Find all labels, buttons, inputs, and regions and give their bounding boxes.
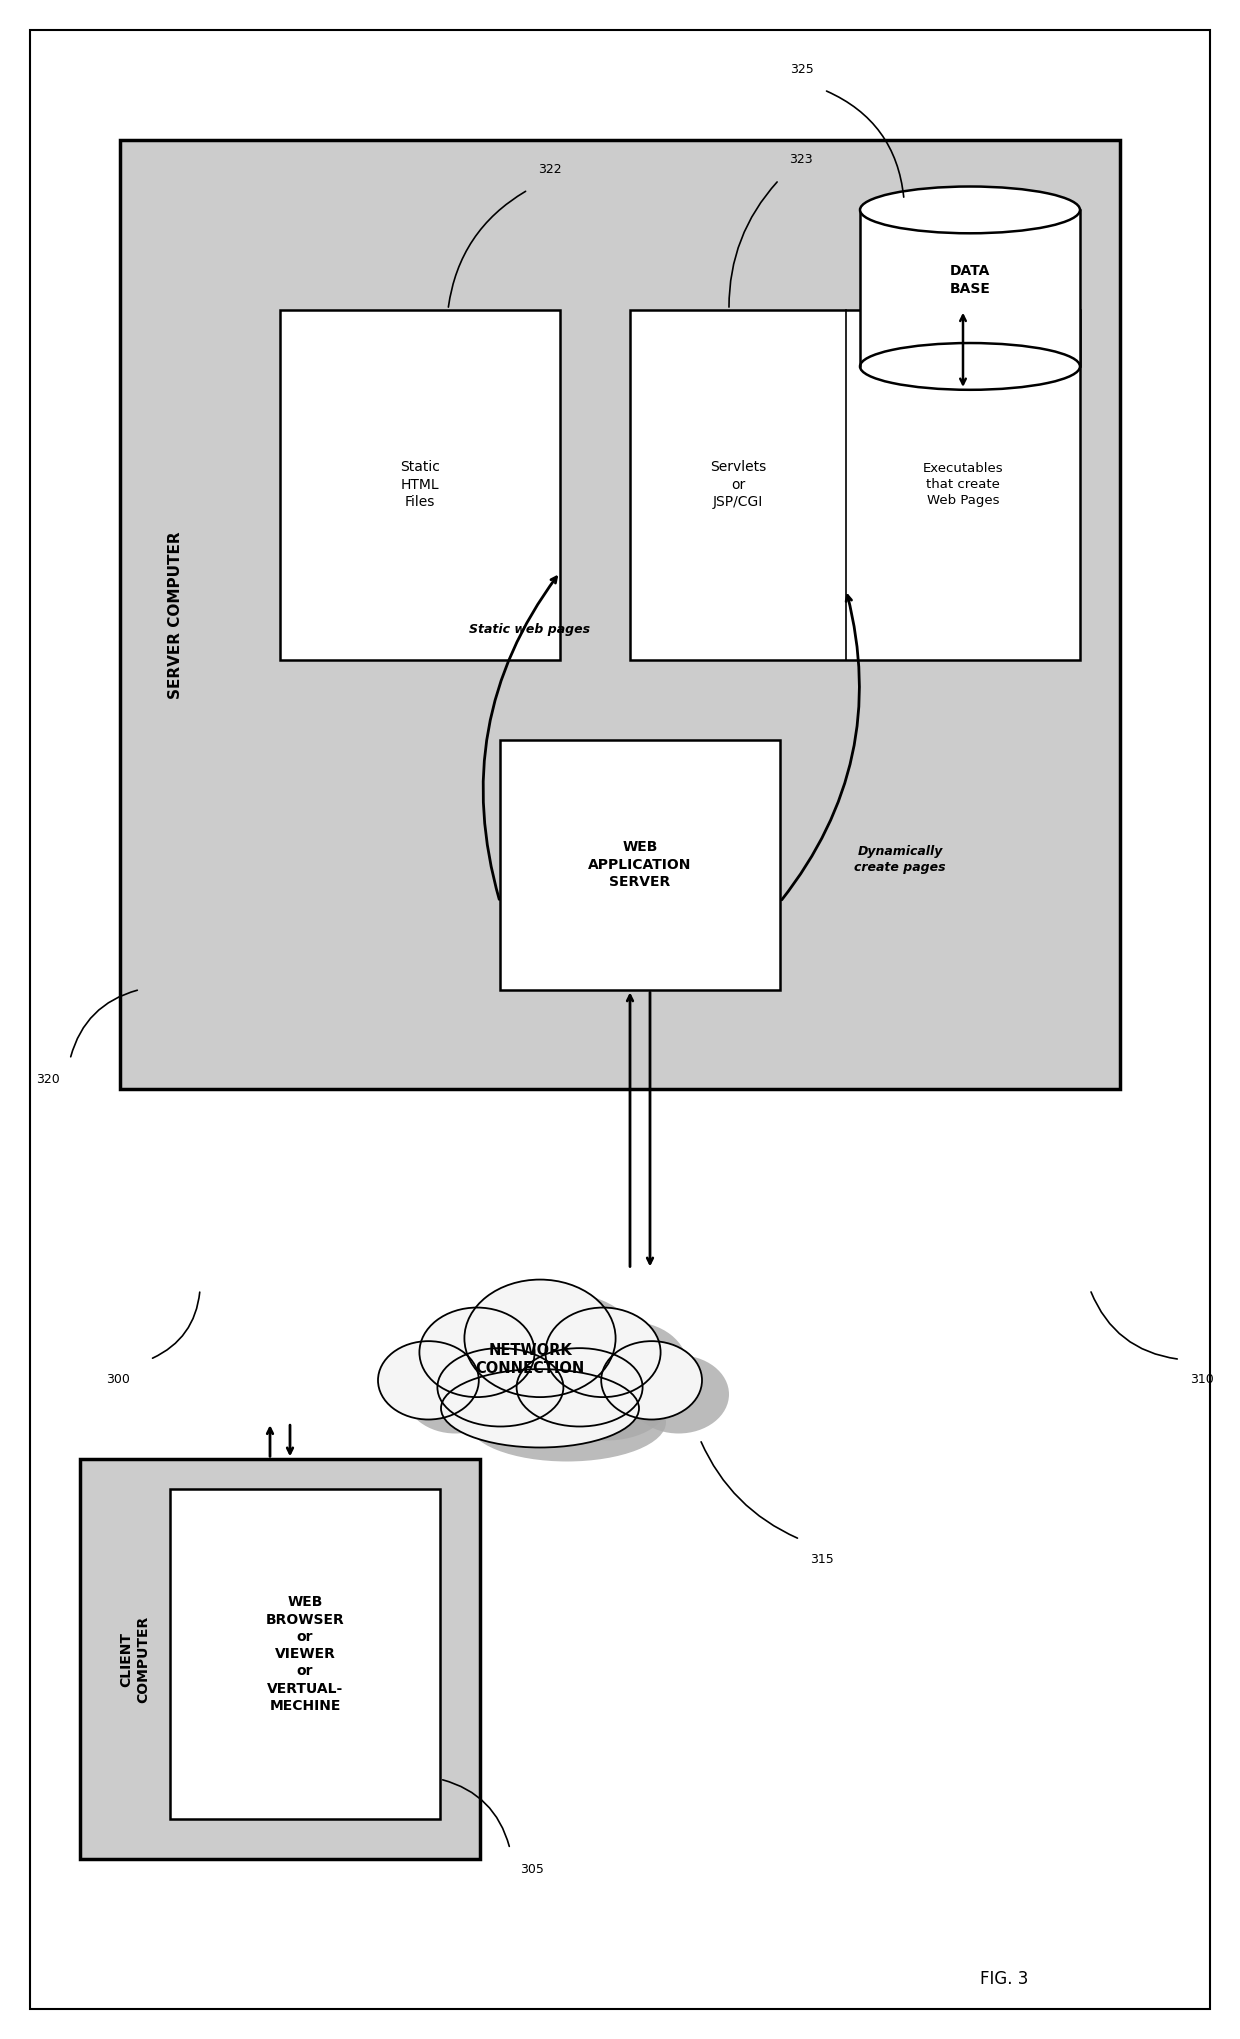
- Ellipse shape: [405, 1356, 506, 1433]
- Ellipse shape: [517, 1348, 642, 1427]
- Text: WEB
APPLICATION
SERVER: WEB APPLICATION SERVER: [588, 840, 692, 889]
- Ellipse shape: [601, 1342, 702, 1419]
- Text: 320: 320: [36, 1073, 60, 1087]
- Bar: [630, 310, 1080, 661]
- Text: 305: 305: [520, 1862, 544, 1876]
- Ellipse shape: [446, 1321, 562, 1411]
- Bar: [280, 310, 560, 661]
- Text: FIG. 3: FIG. 3: [980, 1970, 1028, 1988]
- Bar: [81, 1460, 480, 1860]
- Ellipse shape: [465, 1280, 615, 1397]
- Text: Dynamically
create pages: Dynamically create pages: [854, 844, 946, 875]
- Ellipse shape: [441, 1368, 639, 1448]
- Text: CLIENT
COMPUTER: CLIENT COMPUTER: [119, 1615, 150, 1703]
- Text: 310: 310: [1190, 1372, 1214, 1387]
- Text: 300: 300: [107, 1372, 130, 1387]
- Text: Executables
that create
Web Pages: Executables that create Web Pages: [923, 463, 1003, 508]
- Text: 322: 322: [538, 163, 562, 177]
- Bar: [500, 740, 780, 989]
- Text: WEB
BROWSER
or
VIEWER
or
VERTUAL-
MECHINE: WEB BROWSER or VIEWER or VERTUAL- MECHIN…: [265, 1594, 345, 1713]
- Text: 323: 323: [789, 153, 812, 167]
- Ellipse shape: [543, 1362, 670, 1440]
- Bar: [120, 141, 1120, 1089]
- Ellipse shape: [573, 1321, 688, 1411]
- Ellipse shape: [629, 1356, 729, 1433]
- Text: Servlets
or
JSP/CGI: Servlets or JSP/CGI: [709, 461, 766, 510]
- Text: 315: 315: [810, 1554, 833, 1566]
- Text: Static web pages: Static web pages: [470, 624, 590, 636]
- Ellipse shape: [546, 1307, 661, 1397]
- Ellipse shape: [491, 1293, 642, 1411]
- Text: 325: 325: [790, 63, 813, 77]
- Text: NETWORK
CONNECTION: NETWORK CONNECTION: [475, 1342, 584, 1376]
- Ellipse shape: [861, 343, 1080, 389]
- Ellipse shape: [438, 1348, 563, 1427]
- Text: Static
HTML
Files: Static HTML Files: [401, 461, 440, 510]
- Ellipse shape: [378, 1342, 479, 1419]
- Ellipse shape: [861, 186, 1080, 232]
- Text: SERVER COMPUTER: SERVER COMPUTER: [167, 530, 182, 699]
- Text: DATA
BASE: DATA BASE: [950, 265, 991, 296]
- Ellipse shape: [465, 1362, 590, 1440]
- Ellipse shape: [467, 1382, 666, 1462]
- Bar: [861, 210, 1080, 367]
- Ellipse shape: [419, 1307, 534, 1397]
- Bar: [170, 1488, 440, 1819]
